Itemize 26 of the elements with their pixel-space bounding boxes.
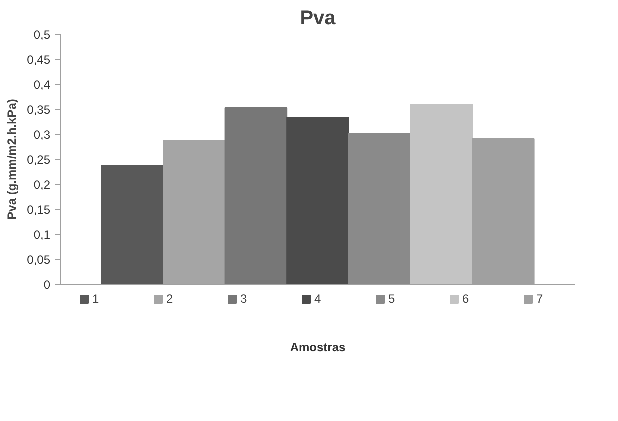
y-tick-label: 0,1 — [34, 228, 51, 242]
bar — [224, 108, 288, 284]
y-tick-label: 0,15 — [27, 203, 51, 217]
y-tick-label: 0,25 — [27, 153, 51, 167]
bar — [286, 117, 350, 284]
y-tick-label: 0,45 — [27, 53, 51, 67]
legend-label: 6 — [462, 292, 470, 306]
y-axis-title: Pva (g.mm/m2.h.kPa) — [5, 99, 20, 220]
legend-label: 3 — [240, 292, 248, 306]
legend-label: 5 — [388, 292, 396, 306]
y-tick-label: 0,3 — [34, 128, 51, 142]
x-axis-title: Amostras — [290, 340, 346, 354]
chart-title: Pva — [300, 8, 337, 30]
legend-label: 4 — [314, 292, 322, 306]
y-tick-label: 0,4 — [34, 78, 51, 92]
y-tick-label: 0,5 — [34, 28, 51, 42]
y-tick-label: 0,05 — [27, 253, 51, 267]
legend-label: 1 — [92, 292, 100, 306]
bar — [101, 165, 164, 284]
bar — [348, 133, 412, 284]
bar — [410, 104, 473, 284]
y-tick-label: 0 — [44, 278, 51, 292]
legend-label: 2 — [166, 292, 174, 306]
legend-label: 7 — [536, 292, 544, 306]
y-tick-label: 0,2 — [34, 178, 51, 192]
y-tick-label: 0,35 — [27, 103, 51, 117]
